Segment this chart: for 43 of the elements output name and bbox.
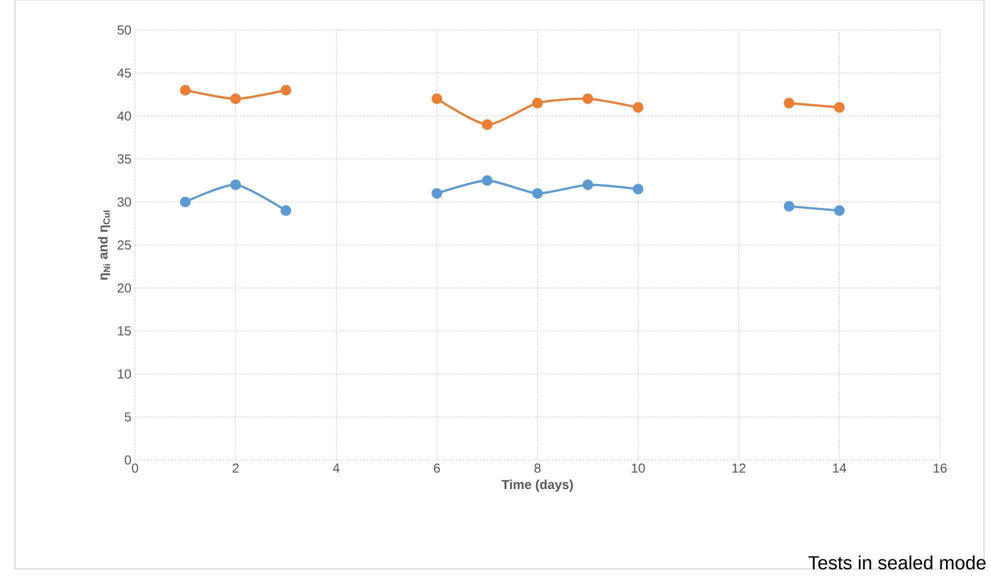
point — [784, 98, 794, 108]
y-tick-label: 5 — [124, 412, 131, 422]
point — [280, 205, 292, 216]
x-tick-label: 8 — [534, 464, 541, 473]
x-tick-label: 6 — [434, 464, 440, 473]
point — [784, 200, 794, 212]
point — [230, 93, 241, 104]
y-tick-label: 25 — [118, 240, 131, 250]
point — [582, 93, 594, 104]
point — [834, 205, 845, 216]
y-axis-title: η$_{Ni}$ and η$_{CuI}$ — [98, 210, 110, 280]
x-tick-label: 2 — [232, 464, 239, 473]
point — [834, 102, 845, 113]
y-tick-label: 0 — [124, 455, 131, 465]
y-tick-label: 10 — [118, 369, 131, 379]
x-axis-title: Time (days) — [502, 480, 573, 492]
point — [632, 102, 644, 113]
point — [532, 188, 543, 199]
point — [482, 119, 492, 130]
point — [582, 179, 594, 190]
y-tick-label: 30 — [118, 197, 131, 207]
point — [280, 84, 292, 96]
y-tick-label: 15 — [118, 326, 131, 336]
x-tick-label: 0 — [132, 464, 138, 473]
x-tick-label: 16 — [934, 464, 947, 473]
point — [532, 98, 543, 108]
x-tick-label: 14 — [833, 464, 846, 472]
y-tick-label: 50 — [118, 25, 131, 35]
point — [482, 175, 492, 186]
x-tick-label: 4 — [332, 464, 340, 472]
y-tick-label: 35 — [118, 154, 131, 164]
y-tick-label: 45 — [117, 68, 131, 78]
point — [230, 179, 241, 190]
x-tick-label: 10 — [632, 464, 645, 473]
point — [180, 196, 191, 208]
y-tick-label: 20 — [118, 283, 131, 293]
text: Tests in sealed mode — [808, 555, 986, 570]
x-tick-label: 12 — [732, 464, 746, 473]
point — [180, 84, 191, 96]
point — [432, 93, 442, 104]
point — [632, 184, 644, 194]
y-tick-label: 40 — [117, 111, 131, 121]
point — [432, 188, 442, 199]
